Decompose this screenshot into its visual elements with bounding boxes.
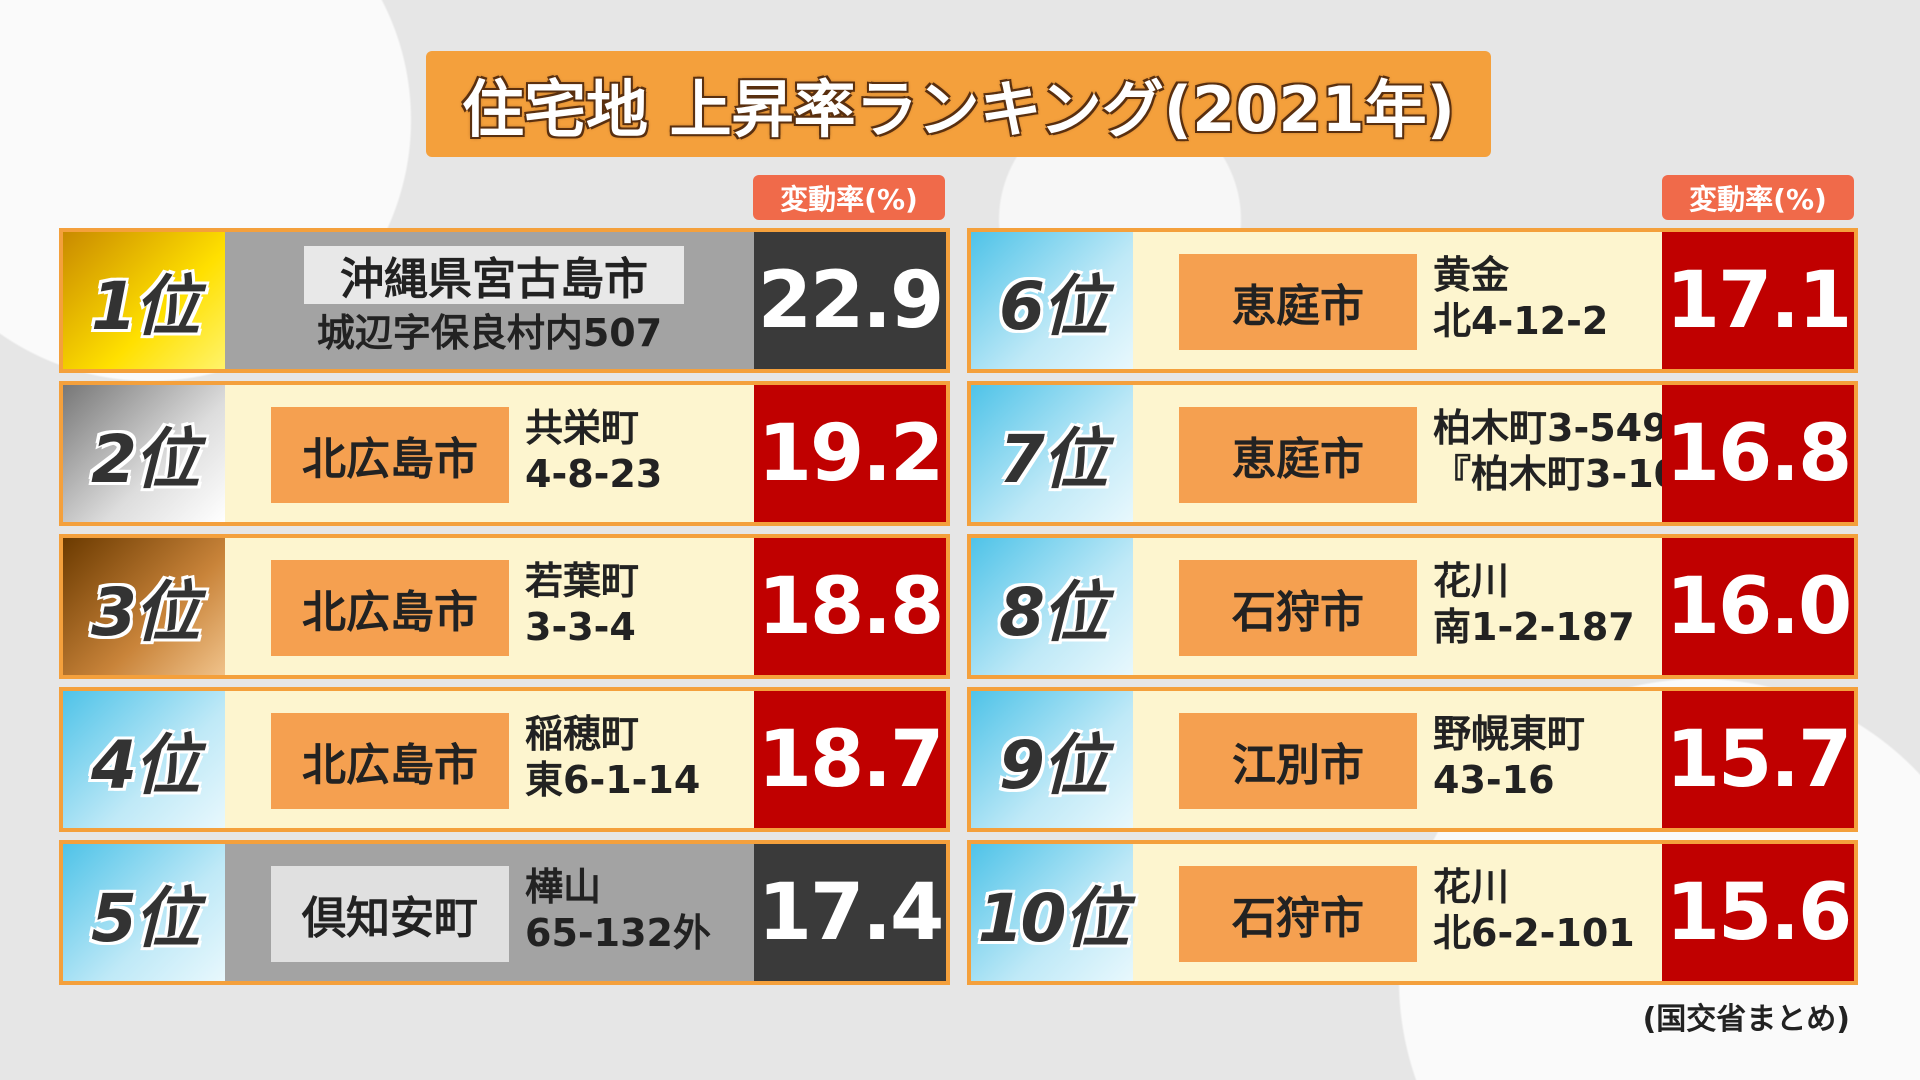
address-line: 北4-12-2 <box>1433 299 1609 343</box>
address: 共栄町 4-8-23 <box>525 405 662 497</box>
address-line: 3-3-4 <box>525 605 636 649</box>
change-rate: 19.2 <box>754 385 946 522</box>
rank-label: 2位 <box>63 385 225 522</box>
address: 城辺字保良村内507 <box>225 310 754 356</box>
change-rate: 15.7 <box>1662 691 1854 828</box>
rank-label: 8位 <box>971 538 1133 675</box>
address-line: 城辺字保良村内507 <box>316 311 663 355</box>
ranking-row: 9位 江別市 野幌東町 43-16 15.7 <box>967 687 1858 832</box>
change-rate: 17.1 <box>1662 232 1854 369</box>
title: 住宅地 上昇率ランキング(2021年) <box>426 51 1491 157</box>
source-note: (国交省まとめ) <box>1642 1002 1850 1037</box>
address: 野幌東町 43-16 <box>1433 711 1585 803</box>
rank-label: 4位 <box>63 691 225 828</box>
column-header: 変動率(%) <box>1662 175 1854 220</box>
address: 樺山 65-132外 <box>525 864 711 956</box>
city-name: 北広島市 <box>271 560 509 656</box>
ranking-row: 2位 北広島市 共栄町 4-8-23 19.2 <box>59 381 950 526</box>
rank-label: 1位 <box>63 232 225 369</box>
change-rate: 22.9 <box>754 232 946 369</box>
city-name: 石狩市 <box>1179 866 1417 962</box>
address-line: 共栄町 <box>525 406 640 450</box>
change-rate: 16.0 <box>1662 538 1854 675</box>
rank-label: 3位 <box>63 538 225 675</box>
change-rate: 18.7 <box>754 691 946 828</box>
change-rate: 15.6 <box>1662 844 1854 981</box>
city-name: 沖縄県宮古島市 <box>304 246 684 305</box>
address: 花川 北6-2-101 <box>1433 864 1635 956</box>
column-header: 変動率(%) <box>753 175 945 220</box>
address-line: 北6-2-101 <box>1433 911 1635 955</box>
ranking-row: 7位 恵庭市 柏木町3-549-147 『柏木町3-10-18』 16.8 <box>967 381 1858 526</box>
address-line: 南1-2-187 <box>1433 605 1635 649</box>
address: 若葉町 3-3-4 <box>525 558 639 650</box>
ranking-row: 8位 石狩市 花川 南1-2-187 16.0 <box>967 534 1858 679</box>
city-name: 江別市 <box>1179 713 1417 809</box>
ranking-row: 4位 北広島市 稲穂町 東6-1-14 18.7 <box>59 687 950 832</box>
rank-label: 10位 <box>971 844 1133 981</box>
ranking-row: 5位 倶知安町 樺山 65-132外 17.4 <box>59 840 950 985</box>
rank-label: 5位 <box>63 844 225 981</box>
address-line: 花川 <box>1433 865 1510 909</box>
address-line: 黄金 <box>1433 253 1510 297</box>
address-line: 若葉町 <box>525 559 640 603</box>
city-name: 恵庭市 <box>1179 407 1417 503</box>
rank-label: 6位 <box>971 232 1133 369</box>
rank-label: 9位 <box>971 691 1133 828</box>
city-name: 倶知安町 <box>271 866 509 962</box>
ranking-row: 1位 沖縄県宮古島市城辺字保良村内507 22.9 <box>59 228 950 373</box>
change-rate: 17.4 <box>754 844 946 981</box>
address-line: 4-8-23 <box>525 452 663 496</box>
address-line: 東6-1-14 <box>525 758 701 802</box>
rank-label: 7位 <box>971 385 1133 522</box>
address-line: 43-16 <box>1433 758 1555 802</box>
ranking-row: 6位 恵庭市 黄金 北4-12-2 17.1 <box>967 228 1858 373</box>
address-line: 65-132外 <box>525 911 711 955</box>
address-line: 樺山 <box>525 865 602 909</box>
ranking-row: 3位 北広島市 若葉町 3-3-4 18.8 <box>59 534 950 679</box>
city-name: 北広島市 <box>271 407 509 503</box>
city-name: 北広島市 <box>271 713 509 809</box>
city-name: 恵庭市 <box>1179 254 1417 350</box>
address: 花川 南1-2-187 <box>1433 558 1635 650</box>
address-line: 野幌東町 <box>1433 712 1586 756</box>
address: 黄金 北4-12-2 <box>1433 252 1608 344</box>
ranking-row: 10位 石狩市 花川 北6-2-101 15.6 <box>967 840 1858 985</box>
city-name: 石狩市 <box>1179 560 1417 656</box>
change-rate: 16.8 <box>1662 385 1854 522</box>
address-line: 稲穂町 <box>525 712 640 756</box>
address: 稲穂町 東6-1-14 <box>525 711 700 803</box>
change-rate: 18.8 <box>754 538 946 675</box>
address-line: 花川 <box>1433 559 1510 603</box>
